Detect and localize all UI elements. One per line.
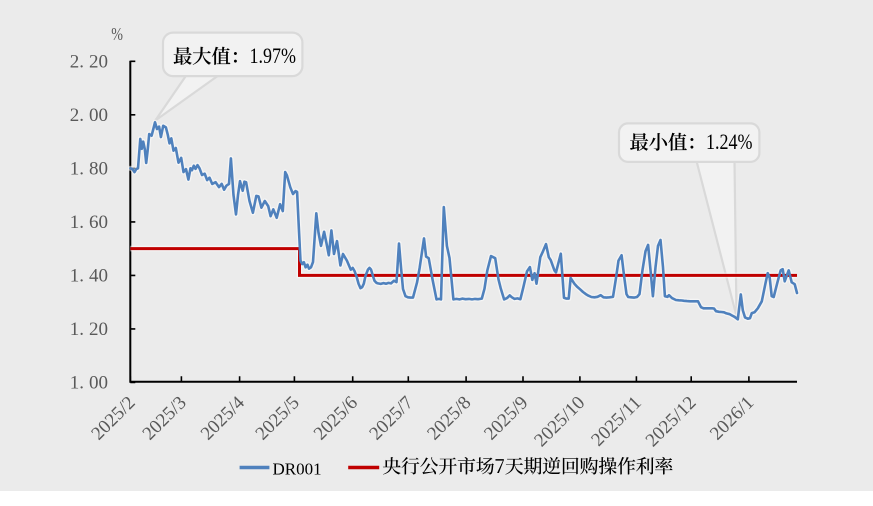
svg-text:DR001: DR001: [273, 459, 322, 478]
svg-text:1.60: 1. 60: [70, 212, 108, 233]
svg-text:1.40: 1. 40: [70, 266, 108, 287]
svg-text:1.24%: 1.24%: [706, 130, 752, 154]
svg-text:1.80: 1. 80: [70, 159, 108, 180]
svg-text:1.20: 1. 20: [70, 319, 108, 340]
svg-text:1.00: 1. 00: [70, 373, 108, 394]
svg-text:2.20: 2. 20: [70, 52, 108, 73]
svg-text:%: %: [111, 25, 123, 44]
svg-text:1.97%: 1.97%: [250, 44, 296, 68]
svg-text:2.00: 2. 00: [70, 105, 108, 126]
